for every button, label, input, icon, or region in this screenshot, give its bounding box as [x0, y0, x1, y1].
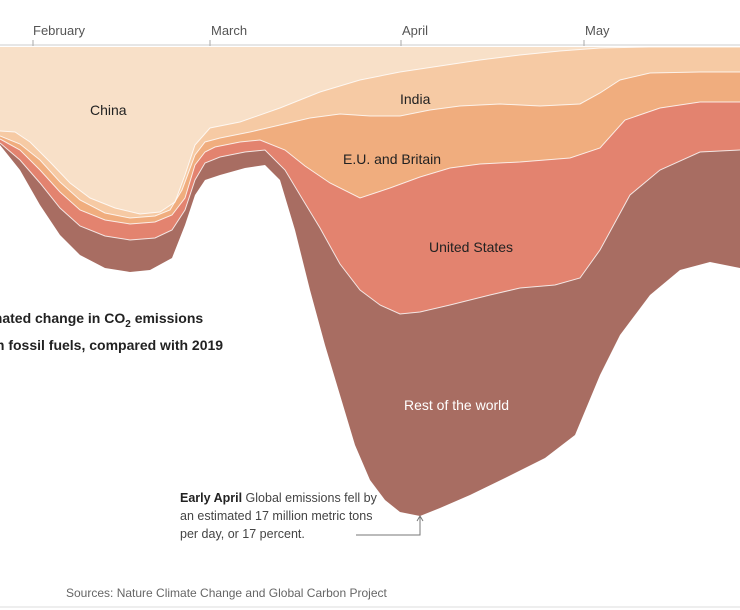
- annotation-arrowhead: [416, 515, 424, 522]
- series-label-eu-britain: E.U. and Britain: [343, 151, 441, 167]
- area-eu-britain: [0, 72, 740, 224]
- annotation-text: Global emissions fell by an estimated 17…: [180, 491, 377, 541]
- annotation-leader-line: [356, 517, 421, 536]
- sources-note: Sources: Nature Climate Change and Globa…: [66, 586, 387, 600]
- area-rest-of-world: [0, 143, 740, 516]
- series-label-rest-of-world: Rest of the world: [404, 397, 509, 413]
- series-label-united-states: United States: [429, 239, 513, 255]
- series-label-india: India: [400, 91, 431, 107]
- boundary-india-eu: [0, 71, 740, 219]
- month-label-april: April: [402, 23, 428, 38]
- series-label-china: China: [90, 102, 127, 118]
- boundary-eu-us: [0, 101, 740, 225]
- annotation-early-april: Early April Global emissions fell by an …: [180, 489, 390, 543]
- boundary-china-india: [0, 46, 740, 215]
- y-axis-title: imated change in CO2 emissions m fossil …: [0, 310, 224, 353]
- month-label-february: February: [33, 23, 86, 38]
- boundary-us-rest: [0, 142, 740, 315]
- month-label-may: May: [585, 23, 610, 38]
- month-label-march: March: [211, 23, 247, 38]
- area-china: [0, 47, 740, 214]
- area-united-states: [0, 102, 740, 314]
- annotation-heading: Early April: [180, 491, 243, 505]
